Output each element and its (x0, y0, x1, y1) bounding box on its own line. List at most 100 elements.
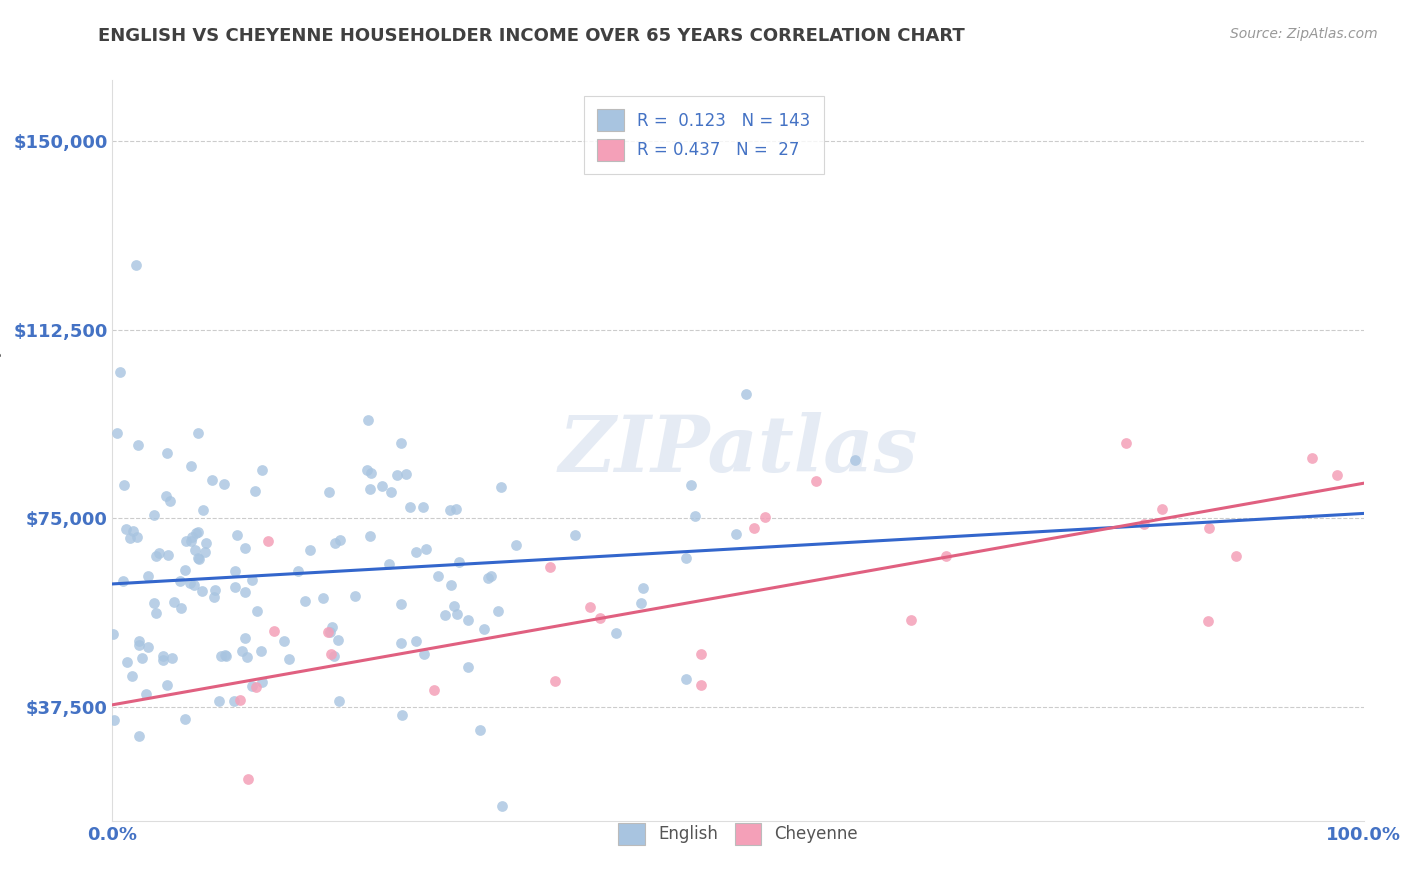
Point (735, 387, 758, 401)
Point (204, 582, 226, 597)
Point (423, 682, 446, 697)
Point (142, 596, 165, 610)
Point (633, 581, 655, 595)
Point (235, 649, 257, 664)
Point (224, 693, 246, 707)
Point (115, 655, 138, 669)
Point (323, 536, 346, 550)
Point (605, 626, 627, 640)
Point (179, 576, 201, 591)
Point (675, 551, 697, 566)
Point (215, 648, 238, 663)
Point (470, 723, 492, 737)
Point (489, 480, 512, 494)
Point (122, 524, 145, 538)
Point (169, 574, 191, 588)
Point (194, 545, 217, 559)
Point (181, 530, 204, 544)
Point (128, 729, 150, 743)
Point (630, 596, 652, 610)
Point (103, 713, 125, 727)
Point (124, 258, 146, 272)
Point (679, 478, 702, 492)
Point (152, 653, 174, 667)
Point (412, 500, 434, 515)
Point (186, 526, 208, 541)
Point (754, 510, 776, 524)
Point (145, 606, 167, 620)
Point (127, 438, 149, 452)
Point (155, 489, 177, 503)
Point (449, 555, 471, 569)
Point (446, 502, 468, 516)
Point (540, 559, 562, 574)
Point (240, 573, 263, 587)
Point (433, 607, 456, 622)
Point (114, 522, 136, 536)
Point (389, 636, 412, 650)
Point (183, 542, 205, 557)
Point (138, 640, 160, 655)
Point (176, 534, 198, 549)
Point (689, 647, 711, 661)
Point (180, 533, 202, 548)
Point (252, 675, 274, 690)
Point (1301, 450, 1323, 465)
Point (360, 466, 382, 480)
Point (105, 425, 128, 440)
Point (180, 459, 202, 474)
Point (170, 600, 193, 615)
Point (191, 584, 214, 599)
Point (112, 478, 135, 492)
Point (188, 551, 211, 566)
Point (359, 529, 381, 543)
Point (187, 524, 209, 539)
Point (1115, 436, 1137, 450)
Point (415, 542, 437, 557)
Point (1326, 468, 1348, 483)
Point (477, 571, 499, 585)
Point (131, 651, 153, 665)
Point (156, 548, 179, 562)
Point (356, 463, 378, 477)
Point (385, 467, 408, 482)
Point (226, 527, 249, 541)
Point (145, 549, 167, 563)
Point (235, 585, 257, 599)
Point (675, 672, 697, 686)
Point (125, 530, 148, 544)
Point (287, 564, 309, 578)
Point (152, 648, 174, 663)
Point (128, 634, 150, 648)
Point (187, 551, 209, 566)
Point (128, 638, 150, 652)
Point (202, 591, 225, 605)
Point (187, 426, 209, 441)
Point (231, 644, 253, 658)
Point (564, 527, 586, 541)
Point (238, 772, 260, 786)
Point (233, 541, 256, 555)
Point (299, 542, 322, 557)
Point (685, 508, 707, 523)
Point (439, 578, 461, 592)
Point (103, 626, 125, 640)
Point (240, 679, 263, 693)
Point (1198, 614, 1220, 628)
Point (505, 538, 527, 552)
Point (277, 652, 299, 666)
Y-axis label: Householder Income Over 65 years: Householder Income Over 65 years (0, 315, 3, 586)
Point (370, 479, 392, 493)
Point (160, 650, 183, 665)
Point (426, 569, 449, 583)
Point (389, 435, 412, 450)
Point (250, 644, 273, 658)
Point (321, 647, 343, 661)
Point (263, 624, 285, 638)
Point (412, 647, 434, 661)
Point (328, 632, 350, 647)
Point (138, 569, 160, 583)
Point (174, 712, 197, 726)
Point (245, 680, 267, 694)
Point (486, 603, 509, 617)
